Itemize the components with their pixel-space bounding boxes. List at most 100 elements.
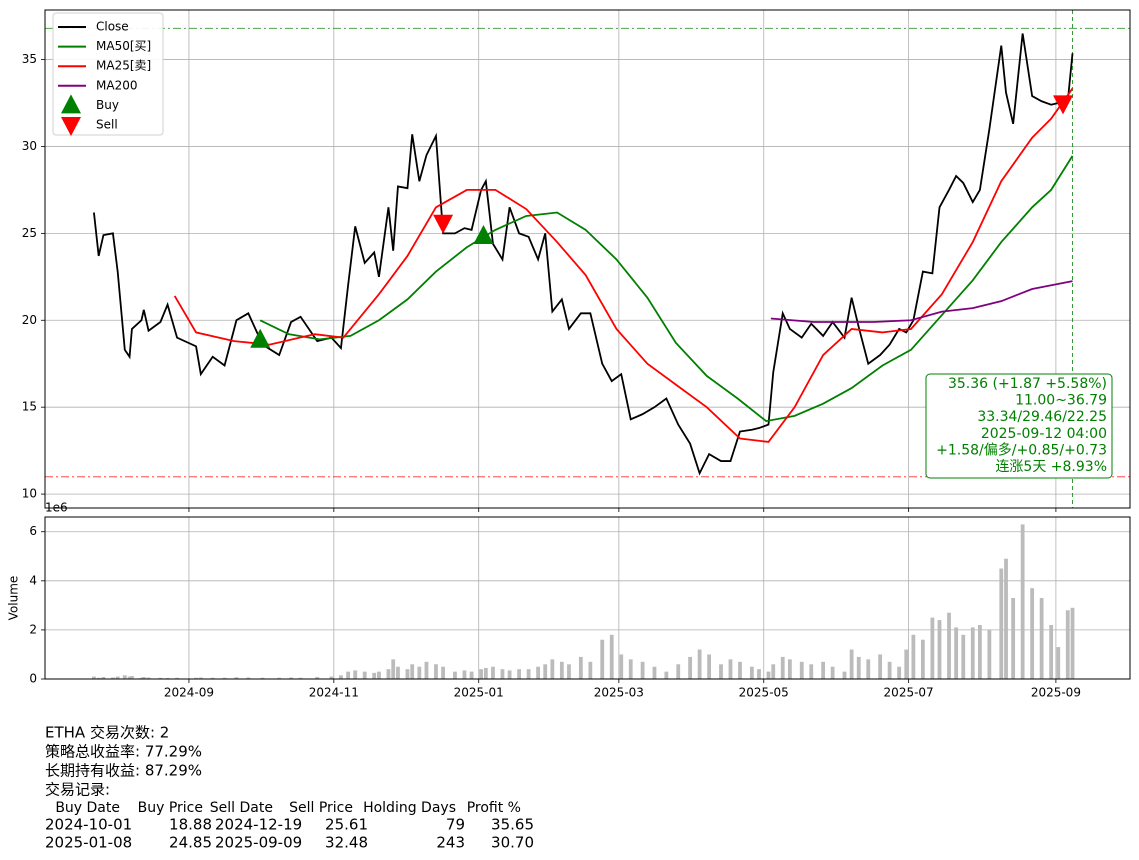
volume-bar — [830, 666, 835, 679]
volume-bar — [787, 659, 792, 679]
annotation-line: 连涨5天 +8.93% — [995, 459, 1107, 475]
volume-bar — [372, 672, 377, 679]
table-header: Buy Price — [138, 800, 203, 816]
legend-symbol — [61, 117, 81, 136]
legend-label: MA25[卖] — [96, 59, 151, 73]
annotation-line: 35.36 (+1.87 +5.58%) — [948, 376, 1107, 392]
legend-label: Sell — [96, 118, 118, 132]
y-tick-label: 15 — [22, 400, 37, 414]
volume-bar — [396, 666, 400, 679]
table-header: Sell Date — [210, 800, 273, 816]
volume-bar — [517, 669, 521, 679]
table-header: Profit % — [467, 800, 521, 816]
volume-bar — [887, 661, 892, 679]
summary-line: 策略总收益率: 77.29% — [45, 743, 202, 761]
table-header: Sell Price — [289, 800, 353, 816]
axes-frame — [44, 516, 1131, 680]
legend-label: MA50[买] — [96, 39, 151, 53]
y-tick-label: 10 — [22, 487, 37, 501]
y-axis-label: Volume — [7, 576, 21, 621]
volume-bar — [141, 677, 146, 679]
volume-bar — [101, 677, 106, 679]
volume-bar — [970, 627, 975, 679]
annotation-line: 2025-09-12 04:00 — [981, 426, 1107, 442]
x-tick-label: 2024-11 — [309, 686, 359, 700]
table-cell: 25.61 — [325, 816, 368, 834]
volume-bar — [353, 670, 358, 679]
volume-bar — [507, 670, 512, 679]
volume-bar — [954, 627, 959, 679]
volume-bar — [277, 677, 282, 679]
table-cell: 2025-01-08 — [45, 834, 132, 852]
volume-bar — [640, 661, 645, 679]
volume-bar — [567, 664, 571, 679]
volume-bar — [315, 677, 320, 679]
volume-bar — [441, 666, 445, 679]
table-cell: 2025-09-09 — [215, 834, 302, 852]
volume-bar — [198, 677, 203, 679]
volume-bar — [821, 661, 826, 679]
volume-bar — [961, 634, 966, 679]
volume-bar — [115, 676, 120, 679]
volume-bar — [194, 677, 198, 679]
y-tick-label: 6 — [29, 524, 37, 538]
table-cell: 35.65 — [491, 816, 534, 834]
volume-bar — [543, 664, 548, 679]
volume-bar — [757, 669, 761, 679]
volume-bar — [588, 661, 593, 679]
volume-bar — [930, 617, 935, 679]
volume-bar — [1004, 558, 1008, 679]
volume-bar — [600, 639, 605, 679]
annotation: 35.36 (+1.87 +5.58%)11.00~36.7933.34/29.… — [925, 373, 1113, 479]
x-tick-label: 2025-05 — [739, 686, 789, 700]
volume-bar — [1020, 524, 1025, 679]
volume-bar — [329, 676, 334, 679]
volume-bar — [697, 649, 702, 679]
trade-marker — [1053, 95, 1074, 115]
y-tick-label: 20 — [22, 313, 37, 327]
volume-bar — [619, 654, 624, 679]
volume-bar — [878, 654, 883, 679]
volume-bar — [1056, 647, 1061, 679]
volume-bar — [536, 666, 540, 679]
volume-bar — [849, 649, 854, 679]
table-cell: 18.88 — [169, 816, 212, 834]
volume-bar — [362, 671, 367, 679]
volume-bar — [424, 661, 429, 679]
trade-marker — [473, 224, 494, 244]
volume-bar — [526, 669, 531, 679]
volume-bar — [1049, 625, 1054, 679]
volume-bar — [469, 671, 474, 679]
volume-bar — [92, 676, 96, 679]
volume-bar — [491, 666, 495, 679]
volume-bar — [1070, 607, 1075, 679]
volume-bar — [246, 677, 251, 679]
x-tick-label: 2024-09 — [164, 686, 214, 700]
x-tick-label: 2025-07 — [884, 686, 934, 700]
axes-frame — [44, 9, 1131, 509]
volume-bar — [1039, 598, 1044, 679]
annotation-line: +1.58/偏多/+0.85/+0.73 — [936, 441, 1107, 458]
table-cell: 79 — [446, 816, 465, 834]
volume-bar — [122, 675, 127, 679]
table-cell: 24.85 — [169, 834, 212, 852]
volume-bar — [339, 675, 343, 679]
y-tick-label: 2 — [29, 622, 37, 636]
volume-bar — [222, 677, 227, 679]
volume-bar — [799, 661, 804, 679]
volume-bar — [947, 612, 951, 679]
volume-bar — [410, 664, 415, 679]
volume-bar — [559, 661, 564, 679]
y-tick-label: 4 — [29, 573, 37, 587]
table-cell: 30.70 — [491, 834, 534, 852]
legend-box — [52, 12, 164, 136]
table-cell: 32.48 — [325, 834, 368, 852]
volume-bar — [483, 667, 488, 679]
volume-bar — [146, 677, 151, 679]
volume-bar — [1065, 610, 1070, 679]
volume-bar — [434, 664, 438, 679]
volume-bar — [1011, 598, 1016, 679]
volume-bar — [405, 669, 410, 679]
price-line — [173, 87, 1074, 443]
